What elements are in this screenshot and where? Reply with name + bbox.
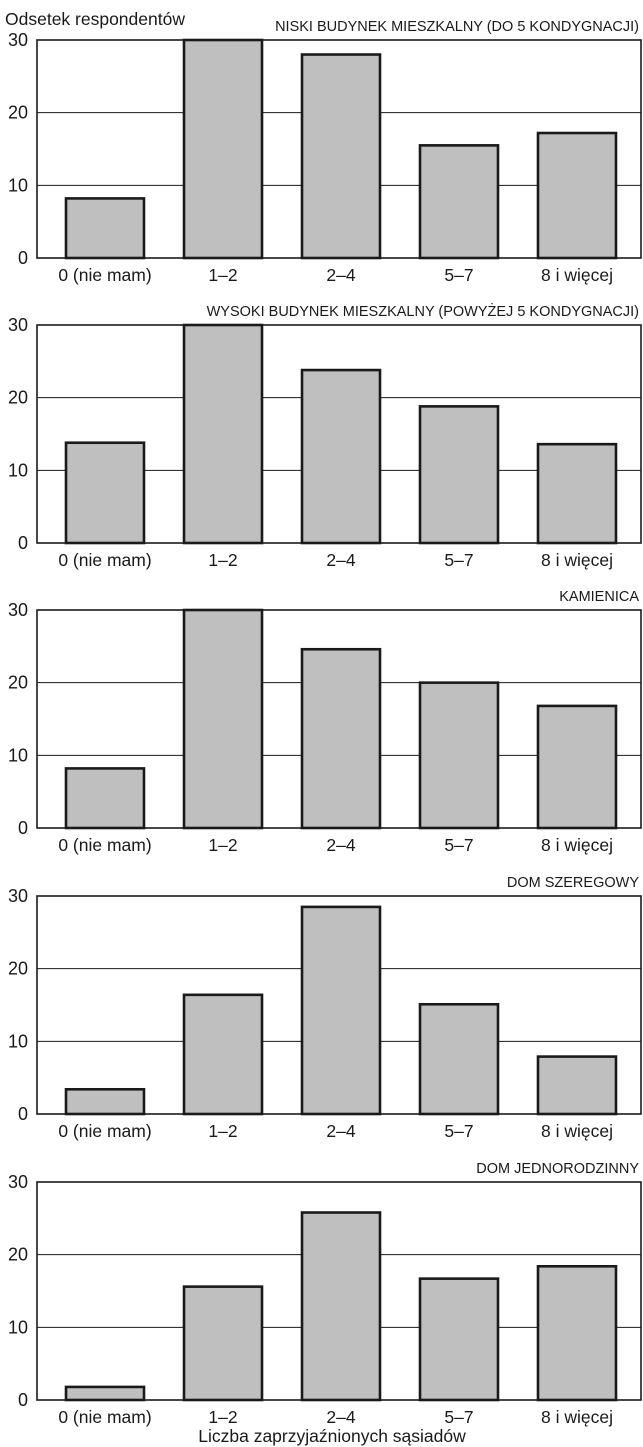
bar <box>64 197 146 260</box>
bar <box>418 144 500 260</box>
x-tick-label: 8 i więcej <box>541 265 613 285</box>
bar <box>536 704 618 830</box>
y-tick-label: 30 <box>8 315 28 335</box>
x-tick-label: 0 (nie mam) <box>58 835 151 855</box>
y-tick-label: 20 <box>8 959 28 979</box>
y-tick-label: 0 <box>18 248 28 268</box>
bar <box>536 1264 618 1402</box>
x-tick-label: 1–2 <box>208 835 237 855</box>
x-tick-label: 2–4 <box>326 1407 355 1427</box>
x-tick-label: 2–4 <box>326 265 355 285</box>
y-tick-label: 0 <box>18 818 28 838</box>
x-tick-label: 5–7 <box>444 1121 473 1141</box>
bar <box>300 905 382 1116</box>
bar <box>64 1385 146 1402</box>
plot-frame <box>36 895 642 1115</box>
y-tick-label: 30 <box>8 30 28 50</box>
bar <box>64 1087 146 1116</box>
x-tick-label: 0 (nie mam) <box>58 1121 151 1141</box>
x-tick-label: 1–2 <box>208 265 237 285</box>
x-tick-label: 5–7 <box>444 1407 473 1427</box>
y-tick-label: 30 <box>8 886 28 906</box>
bar <box>536 131 618 260</box>
bar <box>64 767 146 830</box>
y-tick-label: 0 <box>18 533 28 553</box>
bar <box>300 368 382 545</box>
bar <box>64 441 146 545</box>
y-tick-label: 30 <box>8 1172 28 1192</box>
x-tick-label: 8 i więcej <box>541 1407 613 1427</box>
panel-title: DOM SZEREGOWY <box>507 875 639 891</box>
panel-title: WYSOKI BUDYNEK MIESZKALNY (POWYŻEJ 5 KON… <box>207 302 639 320</box>
x-tick-label: 1–2 <box>208 1407 237 1427</box>
chart-panels: NISKI BUDYNEK MIESZKALNY (DO 5 KONDYGNAC… <box>8 19 642 1427</box>
bar <box>418 681 500 830</box>
bar <box>536 442 618 545</box>
plot-frame <box>36 1181 642 1401</box>
y-tick-label: 10 <box>8 1031 28 1051</box>
x-tick-label: 2–4 <box>326 550 355 570</box>
x-tick-label: 2–4 <box>326 835 355 855</box>
bar <box>182 323 264 545</box>
bar <box>300 53 382 260</box>
y-tick-label: 20 <box>8 103 28 123</box>
x-tick-label: 8 i więcej <box>541 1121 613 1141</box>
bar <box>418 1002 500 1116</box>
panel-title: KAMIENICA <box>559 589 639 605</box>
x-tick-label: 8 i więcej <box>541 550 613 570</box>
y-tick-label: 0 <box>18 1390 28 1410</box>
bar <box>536 1055 618 1116</box>
y-tick-label: 10 <box>8 175 28 195</box>
y-tick-label: 20 <box>8 388 28 408</box>
y-tick-label: 10 <box>8 745 28 765</box>
y-tick-label: 10 <box>8 460 28 480</box>
plot-frame <box>36 39 642 259</box>
y-tick-label: 0 <box>18 1104 28 1124</box>
x-tick-label: 8 i więcej <box>541 835 613 855</box>
chart-panel: DOM JEDNORODZINNY 0 10 20 30 0 (nie mam) 1–2 2–… <box>8 1161 642 1427</box>
x-tick-label: 1–2 <box>208 550 237 570</box>
x-tick-label: 1–2 <box>208 1121 237 1141</box>
x-tick-label: 0 (nie mam) <box>58 1407 151 1427</box>
y-axis-label: Odsetek respondentów <box>5 9 185 29</box>
bar <box>182 38 264 260</box>
y-tick-label: 10 <box>8 1317 28 1337</box>
bar <box>182 993 264 1116</box>
y-tick-label: 20 <box>8 673 28 693</box>
x-tick-label: 0 (nie mam) <box>58 550 151 570</box>
x-tick-label: 5–7 <box>444 265 473 285</box>
plot-frame <box>36 324 642 544</box>
panel-title: NISKI BUDYNEK MIESZKALNY (DO 5 KONDYGNAC… <box>275 19 639 35</box>
y-tick-label: 20 <box>8 1245 28 1265</box>
x-tick-label: 5–7 <box>444 835 473 855</box>
chart-panel: KAMIENICA 0 10 20 30 0 (nie mam) 1–2 2–4 5–7 8 i … <box>8 589 642 855</box>
x-tick-label: 0 (nie mam) <box>58 265 151 285</box>
chart-panel: WYSOKI BUDYNEK MIESZKALNY (POWYŻEJ 5 KON… <box>8 302 642 570</box>
x-tick-label: 2–4 <box>326 1121 355 1141</box>
bar <box>300 647 382 830</box>
panel-title: DOM JEDNORODZINNY <box>476 1161 639 1177</box>
plot-frame <box>36 609 642 829</box>
x-tick-label: 5–7 <box>444 550 473 570</box>
bar <box>418 405 500 545</box>
bar <box>418 1277 500 1402</box>
x-axis-label: Liczba zaprzyjaźnionych sąsiadów <box>198 1426 466 1446</box>
bar <box>182 608 264 830</box>
bar <box>300 1211 382 1402</box>
y-tick-label: 30 <box>8 600 28 620</box>
bar <box>182 1285 264 1402</box>
chart-panel: DOM SZEREGOWY 0 10 20 30 0 (nie mam) 1–2 2–4 5–7… <box>8 875 642 1141</box>
chart-panel: NISKI BUDYNEK MIESZKALNY (DO 5 KONDYGNAC… <box>8 19 642 285</box>
